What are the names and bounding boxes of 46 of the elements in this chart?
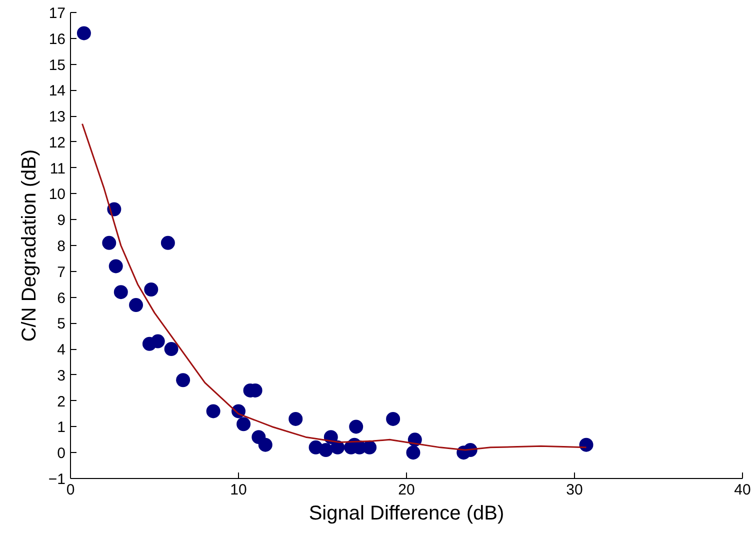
y-tick-label: 4 [57, 342, 66, 359]
point [579, 438, 594, 452]
y-tick-label: 17 [48, 5, 66, 22]
point [164, 342, 178, 356]
point [160, 236, 175, 250]
y-tick-label: 3 [57, 367, 66, 384]
x-axis-title: Signal Difference (dB) [308, 502, 504, 524]
y-tick-label: 8 [57, 238, 66, 255]
point [362, 440, 377, 454]
point [349, 420, 364, 434]
point [406, 446, 420, 460]
x-tick-label: 40 [734, 482, 751, 498]
point [288, 412, 303, 426]
y-tick-label: 13 [48, 108, 66, 126]
point [102, 236, 116, 250]
x-tick-label: 10 [230, 482, 247, 498]
point [386, 412, 400, 426]
point [330, 440, 345, 454]
point [318, 443, 333, 458]
x-tick-label: 20 [398, 482, 415, 498]
y-tick-label: 6 [57, 290, 66, 307]
point [114, 285, 128, 300]
point [144, 282, 158, 296]
y-tick-label: 0 [57, 445, 66, 462]
y-tick-label: 15 [48, 56, 66, 74]
point [176, 373, 190, 388]
y-tick-label: 2 [57, 393, 66, 410]
y-tick-label: 14 [48, 82, 66, 100]
y-tick-label: 1 [57, 419, 66, 436]
y-tick-label: 16 [48, 30, 66, 48]
point [150, 334, 165, 348]
point [258, 438, 272, 452]
y-tick-label: 10 [48, 186, 66, 204]
point [236, 417, 251, 432]
point [129, 298, 144, 312]
x-tick-label: 30 [566, 482, 583, 498]
y-tick-label: 11 [50, 160, 66, 178]
y-tick-label: 12 [48, 134, 66, 152]
point [76, 26, 91, 40]
y-tick-label: 5 [57, 316, 66, 333]
point [206, 404, 220, 418]
y-axis-title: C/N Degradation (dB) [18, 149, 40, 342]
point [108, 259, 123, 274]
y-tick-label: 7 [57, 264, 66, 281]
y-tick-label: 9 [57, 212, 66, 230]
y-tick-label: −1 [48, 471, 66, 488]
